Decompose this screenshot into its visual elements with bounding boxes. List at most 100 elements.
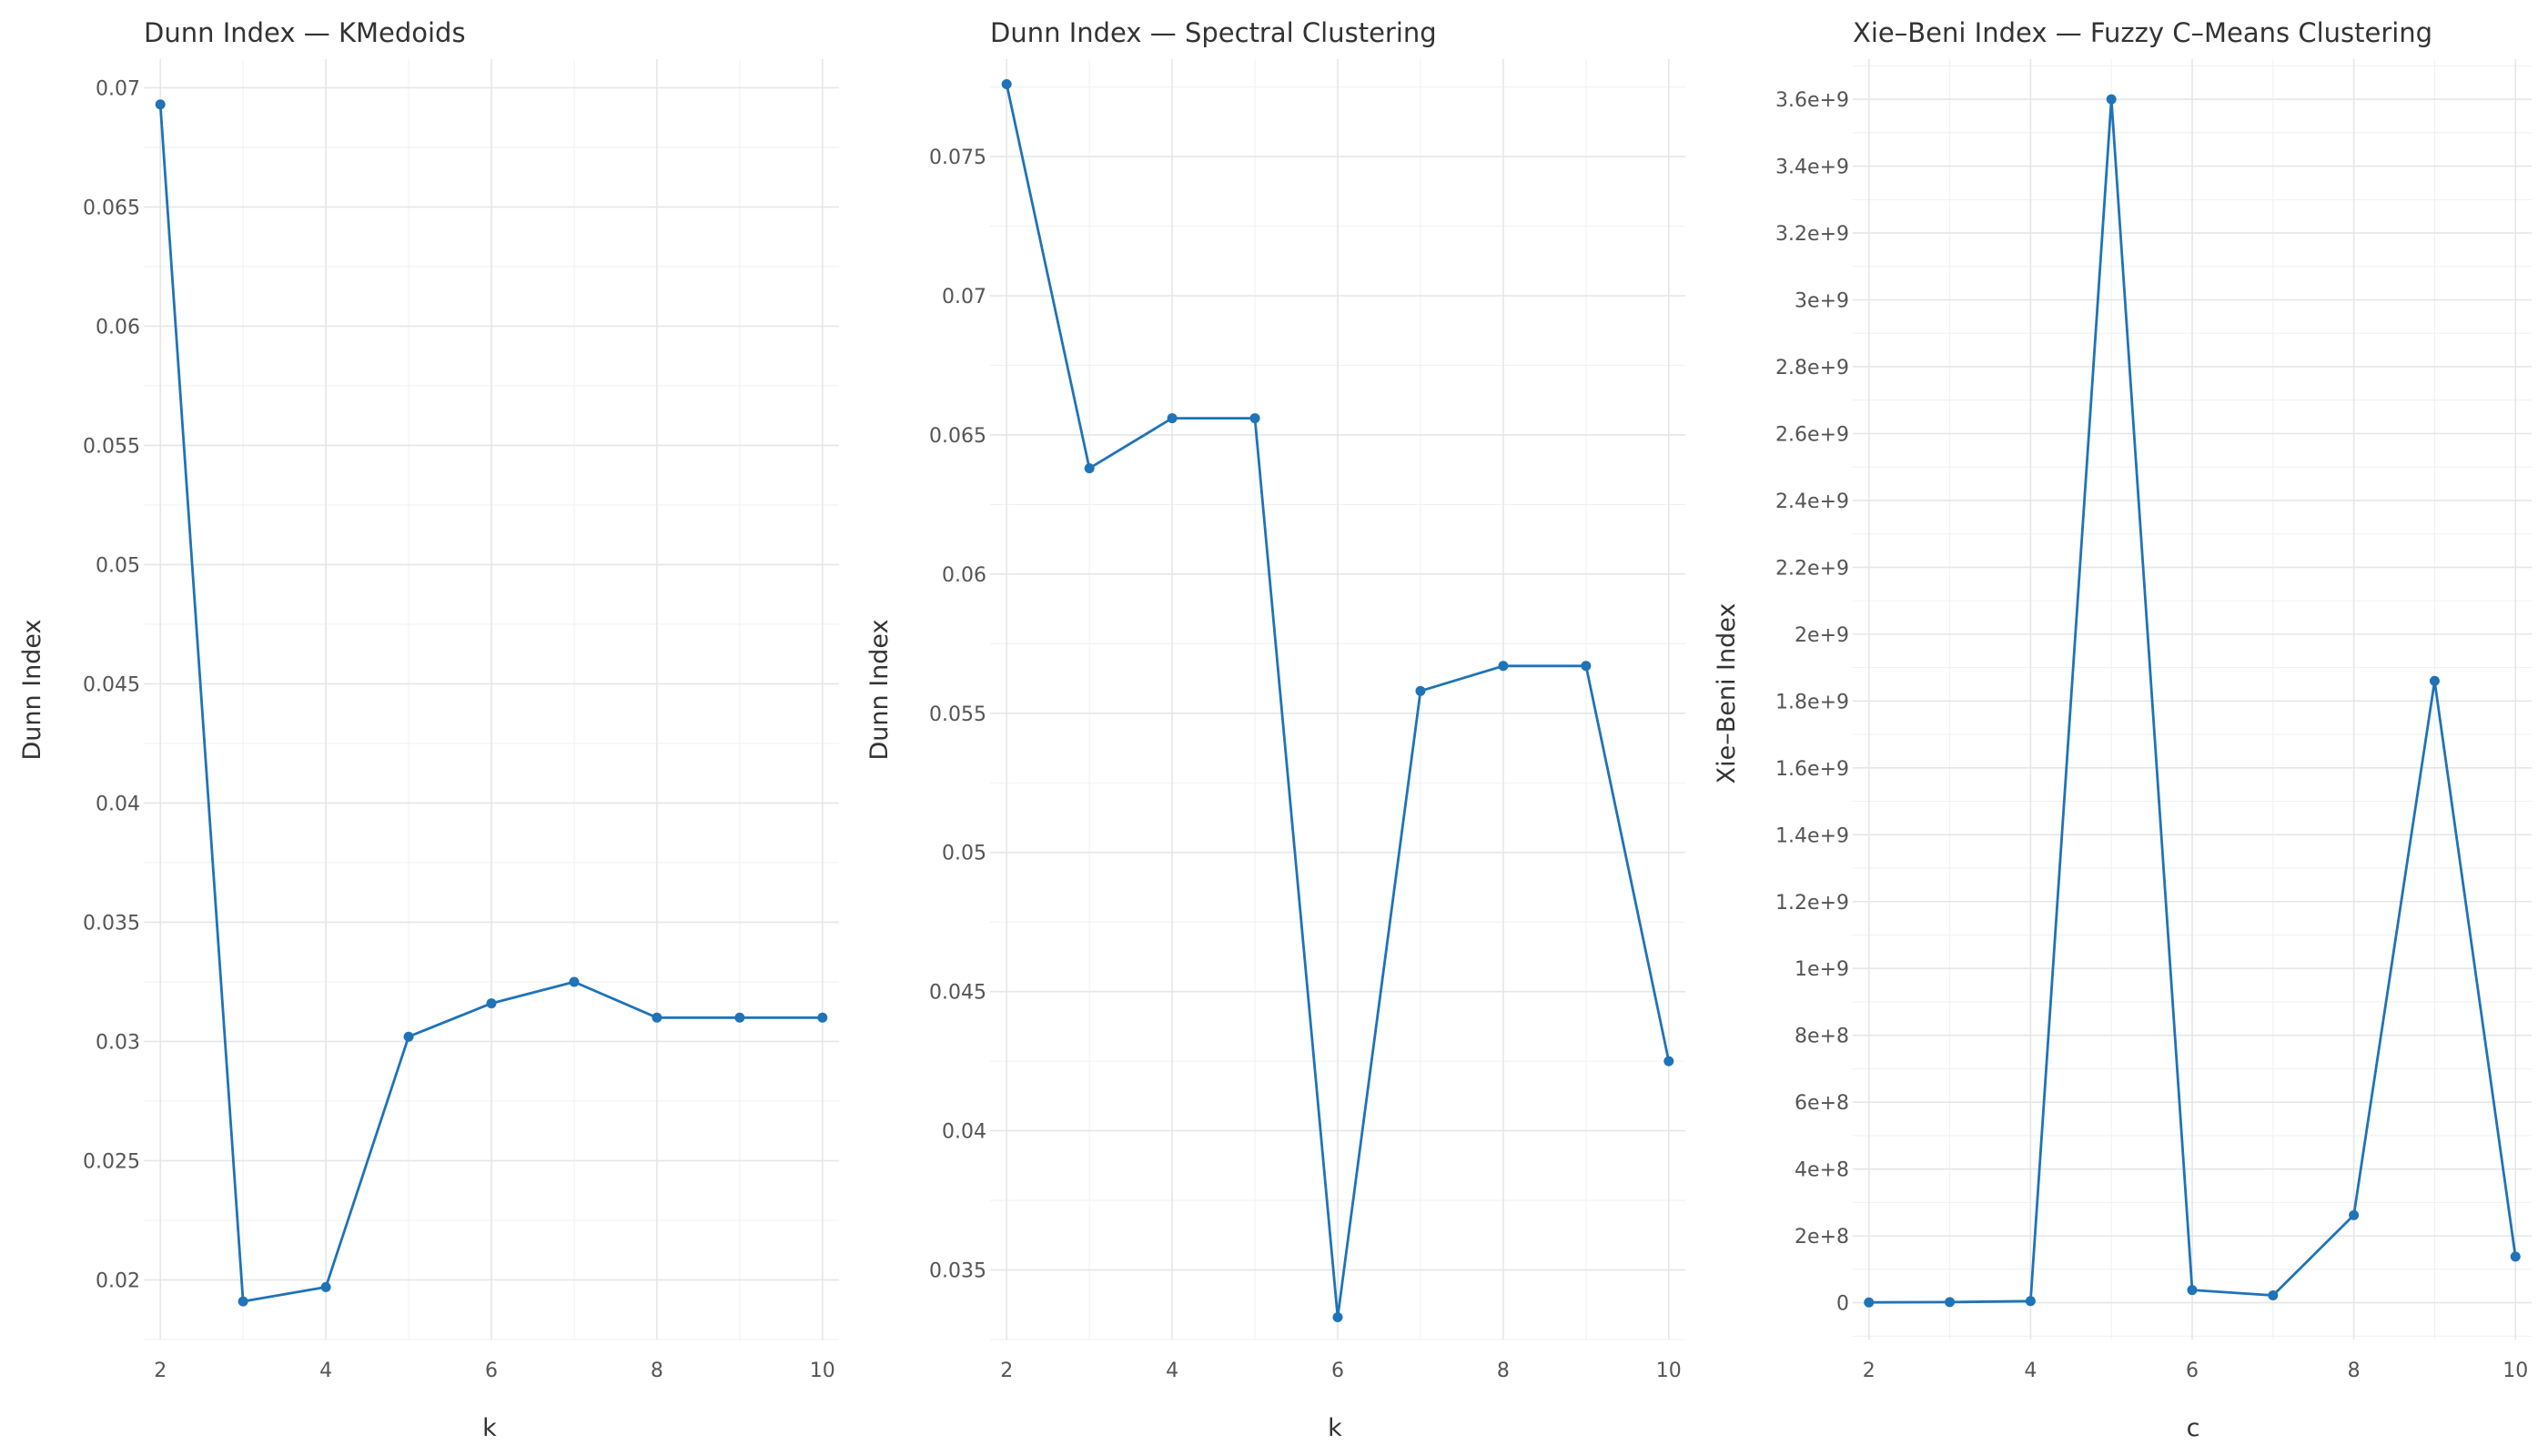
data-point xyxy=(486,998,497,1009)
chart-panel-fuzzy-cmeans: Xie–Beni Index — Fuzzy C–Means Clusterin… xyxy=(1713,17,2532,1442)
y-tick-label: 2e+8 xyxy=(1795,1226,1849,1249)
data-point xyxy=(1864,1297,1875,1308)
y-ticks: 0.02 0.025 0.03 0.035 0.04 0.045 0.05 0.055 0.06… xyxy=(83,77,140,1292)
x-tick-label: 4 xyxy=(2024,1360,2037,1382)
y-tick-label: 0.02 xyxy=(96,1269,140,1292)
data-point xyxy=(2349,1209,2360,1220)
y-tick-label: 0.055 xyxy=(929,703,986,726)
chart-panel-spectral: Dunn Index — Spectral Clustering k Dunn … xyxy=(865,17,1685,1442)
data-point xyxy=(1663,1056,1674,1067)
chart-title: Xie–Beni Index — Fuzzy C–Means Clusterin… xyxy=(1853,17,2432,48)
grid-major xyxy=(1853,59,2532,1340)
y-tick-label: 0.05 xyxy=(96,554,140,577)
y-tick-label: 0.025 xyxy=(83,1150,140,1173)
series-points xyxy=(155,99,828,1307)
y-tick-label: 0.045 xyxy=(929,982,986,1005)
x-tick-label: 10 xyxy=(1656,1360,1682,1382)
x-tick-label: 2 xyxy=(1863,1360,1876,1382)
grid-major xyxy=(144,59,839,1340)
x-ticks: 2 4 6 8 10 xyxy=(154,1360,835,1382)
data-point xyxy=(1945,1297,1956,1308)
y-tick-label: 0.055 xyxy=(83,435,140,458)
x-tick-label: 6 xyxy=(1331,1360,1344,1382)
series-points xyxy=(1864,94,2521,1308)
x-tick-label: 4 xyxy=(319,1360,332,1382)
y-axis-label: Xie–Beni Index xyxy=(1713,603,1741,784)
data-point xyxy=(569,976,580,987)
x-axis-label: k xyxy=(482,1414,497,1442)
y-tick-label: 0.03 xyxy=(96,1031,140,1054)
y-tick-label: 0 xyxy=(1836,1293,1849,1316)
data-point xyxy=(817,1012,828,1023)
y-tick-label: 4e+8 xyxy=(1795,1159,1849,1182)
x-tick-label: 2 xyxy=(1000,1360,1013,1382)
y-tick-label: 0.045 xyxy=(83,673,140,696)
data-point xyxy=(1581,661,1592,672)
data-point xyxy=(1498,661,1509,672)
y-tick-label: 8e+8 xyxy=(1795,1026,1849,1048)
y-ticks: 0 2e+8 4e+8 6e+8 8e+8 1e+9 1.2e+9 1.4e+9 1.6e+9 1… xyxy=(1775,89,1849,1316)
chart-panel-kmedoids: Dunn Index — KMedoids k Dunn Index 2 4 6 8 1… xyxy=(18,17,839,1442)
y-tick-label: 0.075 xyxy=(929,147,986,169)
data-point xyxy=(1415,685,1426,696)
data-point xyxy=(1249,413,1260,424)
y-tick-label: 0.065 xyxy=(83,197,140,219)
series-points xyxy=(1001,79,1674,1323)
y-tick-label: 0.07 xyxy=(942,286,986,308)
y-tick-label: 1e+9 xyxy=(1795,958,1849,981)
y-tick-label: 0.035 xyxy=(83,912,140,935)
data-point xyxy=(2025,1296,2036,1307)
grid-major xyxy=(990,59,1685,1340)
y-tick-label: 0.065 xyxy=(929,425,986,448)
y-tick-label: 0.07 xyxy=(96,77,140,100)
y-tick-label: 3.6e+9 xyxy=(1775,89,1849,112)
data-point xyxy=(1167,413,1178,424)
x-tick-label: 10 xyxy=(810,1360,835,1382)
chart-title: Dunn Index — Spectral Clustering xyxy=(990,17,1437,48)
data-point xyxy=(1332,1312,1343,1323)
x-tick-label: 8 xyxy=(1497,1360,1510,1382)
y-tick-label: 1.4e+9 xyxy=(1775,824,1849,847)
data-point xyxy=(2187,1285,2198,1296)
y-tick-label: 3.4e+9 xyxy=(1775,157,1849,179)
data-point xyxy=(403,1031,414,1042)
y-tick-label: 2.8e+9 xyxy=(1775,357,1849,379)
x-tick-label: 4 xyxy=(1166,1360,1178,1382)
y-tick-label: 1.8e+9 xyxy=(1775,691,1849,713)
data-point xyxy=(2268,1290,2279,1301)
y-tick-label: 1.2e+9 xyxy=(1775,892,1849,915)
y-tick-label: 0.035 xyxy=(929,1260,986,1283)
chart-title: Dunn Index — KMedoids xyxy=(144,17,466,48)
data-point xyxy=(2106,94,2117,105)
y-axis-label: Dunn Index xyxy=(18,619,46,760)
data-point xyxy=(2510,1251,2521,1262)
x-axis-label: k xyxy=(1328,1414,1342,1442)
data-point xyxy=(734,1012,745,1023)
y-axis-label: Dunn Index xyxy=(865,619,894,760)
x-ticks: 2 4 6 8 10 xyxy=(1000,1360,1682,1382)
y-tick-label: 2e+9 xyxy=(1795,624,1849,647)
y-tick-label: 0.04 xyxy=(96,793,140,815)
y-tick-label: 2.6e+9 xyxy=(1775,423,1849,446)
y-tick-label: 1.6e+9 xyxy=(1775,758,1849,781)
y-tick-label: 0.06 xyxy=(942,564,986,587)
x-tick-label: 8 xyxy=(2348,1360,2361,1382)
data-point xyxy=(2429,675,2440,686)
x-tick-label: 10 xyxy=(2502,1360,2528,1382)
y-ticks: 0.035 0.04 0.045 0.05 0.055 0.06 0.065 0.07 0.07… xyxy=(929,147,986,1282)
x-tick-label: 2 xyxy=(154,1360,167,1382)
x-tick-label: 8 xyxy=(651,1360,663,1382)
y-tick-label: 0.05 xyxy=(942,843,986,865)
y-tick-label: 3.2e+9 xyxy=(1775,223,1849,246)
y-tick-label: 6e+8 xyxy=(1795,1092,1849,1115)
y-tick-label: 2.2e+9 xyxy=(1775,557,1849,580)
data-point xyxy=(155,99,166,110)
y-tick-label: 0.04 xyxy=(942,1121,986,1144)
data-point xyxy=(320,1281,331,1292)
data-point xyxy=(238,1296,248,1307)
y-tick-label: 0.06 xyxy=(96,316,140,339)
data-point xyxy=(1084,463,1095,474)
y-tick-label: 3e+9 xyxy=(1795,290,1849,313)
data-point xyxy=(1001,79,1012,90)
